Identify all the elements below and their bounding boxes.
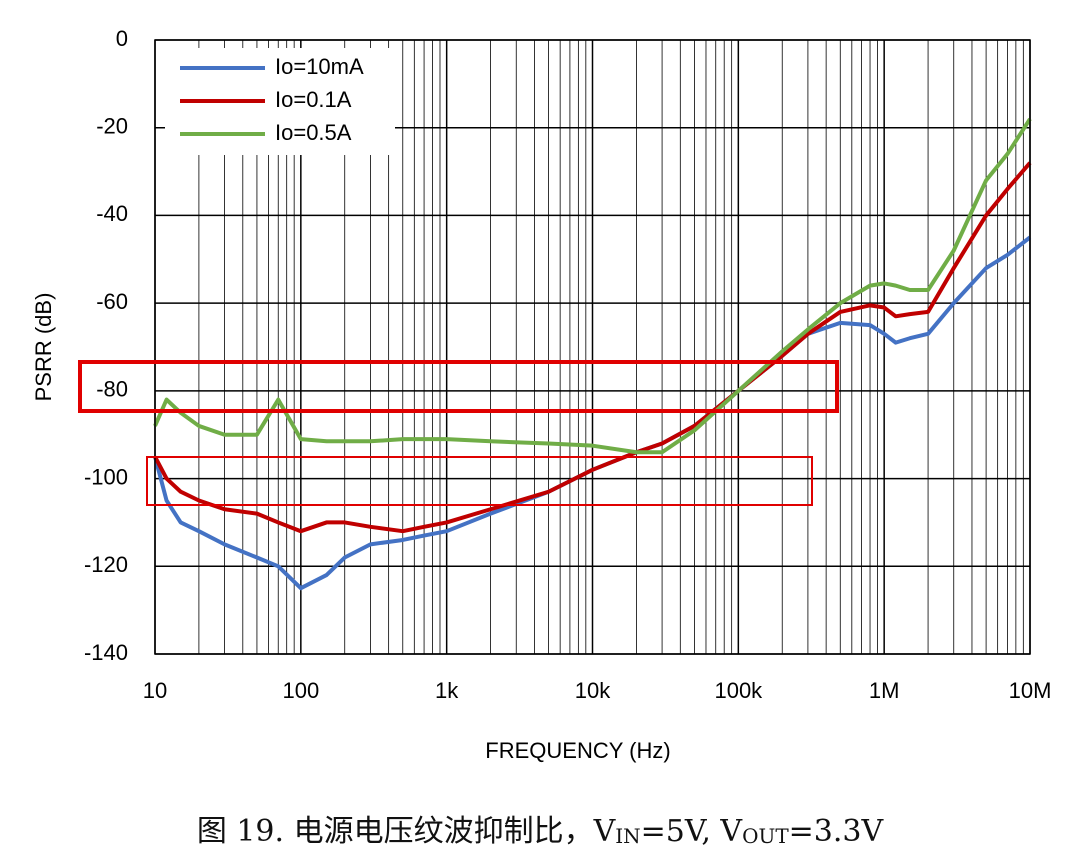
y-tick-label: -120 [84,552,128,577]
y-tick-label: -20 [96,114,128,139]
lines [153,117,1032,591]
y-tick-label: -100 [84,464,128,489]
caption-sub: OUT [742,824,789,848]
chart: Io=10mA Io=0.1A Io=0.5A FREQUENCY (Hz) PSR… [31,26,1052,763]
series-line [153,117,1032,455]
series-line [153,161,1032,534]
legend-label: Io=10mA [275,54,364,79]
highlight-box [146,456,813,506]
y-tick-label: -60 [96,289,128,314]
x-tick-label: 10k [575,678,611,703]
caption-text: 图 19. 电源电压纹波抑制比，V [196,814,616,849]
caption-text: =3.3V [788,814,884,849]
y-tick-label: -80 [96,377,128,402]
y-tick-label: -40 [96,201,128,226]
x-tick-label: 10 [143,678,167,703]
plot-frame [154,39,1031,655]
x-tick-label: 10M [1009,678,1052,703]
highlight-box [78,360,839,413]
x-tick-label: 1k [435,678,459,703]
caption: 图 19. 电源电压纹波抑制比，VIN=5V, VOUT=3.3V [0,806,1080,850]
legend-label: Io=0.1A [275,87,352,112]
x-tick-label: 100 [282,678,319,703]
legend-label: Io=0.5A [275,120,352,145]
y-tick-label: 0 [116,26,128,51]
y-axis-label: PSRR (dB) [31,293,56,402]
x-axis-label: FREQUENCY (Hz) [485,738,670,763]
x-tick-label: 1M [869,678,900,703]
x-tick-label: 100k [714,678,763,703]
legend: Io=10mA Io=0.1A Io=0.5A [180,54,364,145]
y-tick-label: -140 [84,640,128,665]
caption-text: =5V, V [640,814,743,849]
caption-sub: IN [615,824,641,848]
